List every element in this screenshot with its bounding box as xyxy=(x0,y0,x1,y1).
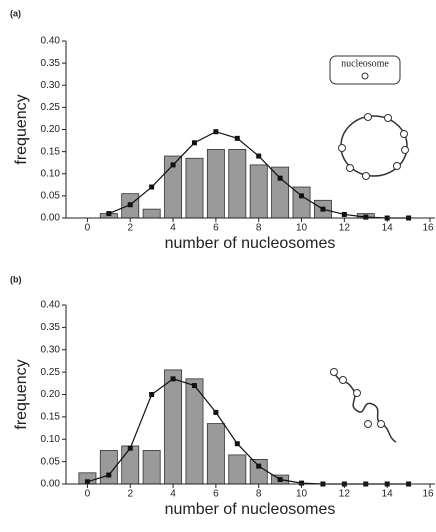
x-tick-label: 4 xyxy=(170,223,176,234)
line-marker xyxy=(341,211,347,217)
line-marker xyxy=(127,445,133,451)
x-tick-label: 2 xyxy=(127,489,133,500)
y-tick-label: 0.15 xyxy=(41,146,61,157)
line-marker xyxy=(277,477,283,483)
y-tick-label: 0.20 xyxy=(41,389,61,400)
bar xyxy=(185,157,204,219)
line-marker xyxy=(213,129,219,135)
y-tick-label: 0.20 xyxy=(41,124,61,135)
y-tick-label: 0.10 xyxy=(41,168,61,179)
bar xyxy=(185,378,204,485)
y-axis-title: frequency xyxy=(13,94,30,164)
bar xyxy=(206,149,225,219)
x-tick-label: 16 xyxy=(422,223,434,234)
y-tick-label: 0.05 xyxy=(41,456,61,467)
x-tick-label: 14 xyxy=(382,489,394,500)
x-tick-label: 12 xyxy=(339,223,351,234)
bar xyxy=(271,166,290,219)
y-tick-label: 0.30 xyxy=(41,80,61,91)
y-tick-label: 0.15 xyxy=(41,412,61,423)
y-tick-label: 0.00 xyxy=(41,213,61,224)
bar xyxy=(249,164,268,219)
line-marker xyxy=(363,214,369,220)
x-tick-label: 14 xyxy=(382,223,394,234)
y-tick-label: 0.35 xyxy=(41,322,61,333)
line-marker xyxy=(170,162,176,168)
bar xyxy=(142,450,161,485)
x-tick-label: 6 xyxy=(213,489,219,500)
bar xyxy=(206,423,225,485)
y-tick-label: 0.40 xyxy=(41,36,61,47)
chain-beads xyxy=(330,368,385,428)
line-marker xyxy=(106,211,112,217)
line-marker xyxy=(106,472,112,478)
x-axis-title: number of nucleosomes xyxy=(165,501,336,518)
panel-label: (b) xyxy=(10,274,22,284)
x-tick-label: 4 xyxy=(170,489,176,500)
y-tick-label: 0.25 xyxy=(41,102,61,113)
y-axis-title: frequency xyxy=(13,359,30,429)
inset-icon xyxy=(361,72,369,80)
bar xyxy=(121,445,140,485)
y-tick-label: 0.00 xyxy=(41,479,61,490)
inset-box xyxy=(329,55,401,85)
x-tick-label: 8 xyxy=(256,223,262,234)
line-marker xyxy=(256,153,262,159)
line-marker xyxy=(127,202,133,208)
line-marker xyxy=(234,135,240,141)
line-marker xyxy=(320,206,326,212)
y-tick-label: 0.10 xyxy=(41,434,61,445)
line-marker xyxy=(213,409,219,415)
line-marker xyxy=(191,383,197,389)
inset-label: nucleosome xyxy=(341,58,389,69)
line-marker xyxy=(234,441,240,447)
bar xyxy=(142,208,161,219)
x-axis-title: number of nucleosomes xyxy=(165,235,336,252)
line-marker xyxy=(149,184,155,190)
x-tick-label: 0 xyxy=(85,489,91,500)
line-marker xyxy=(299,480,305,486)
line-marker xyxy=(191,140,197,146)
line-marker xyxy=(256,463,262,469)
y-tick-label: 0.35 xyxy=(41,58,61,69)
y-tick-label: 0.25 xyxy=(41,367,61,378)
y-tick-label: 0.30 xyxy=(41,344,61,355)
y-tick-label: 0.40 xyxy=(41,300,61,311)
x-tick-label: 8 xyxy=(256,489,262,500)
x-tick-label: 10 xyxy=(296,489,308,500)
line-marker xyxy=(299,193,305,199)
line-marker xyxy=(170,376,176,382)
bar xyxy=(249,458,268,485)
bar xyxy=(228,454,247,485)
ring-diagram xyxy=(338,113,409,180)
line-marker xyxy=(84,479,90,485)
x-tick-label: 0 xyxy=(85,223,91,234)
x-tick-label: 2 xyxy=(127,223,133,234)
line-marker xyxy=(149,392,155,397)
y-tick-label: 0.05 xyxy=(41,191,61,202)
bar xyxy=(228,149,247,219)
panel-label: (a) xyxy=(10,8,21,18)
line-marker xyxy=(277,175,283,181)
bar xyxy=(164,369,183,485)
panel-b: (b) frequency number of nucleosomes 0.00 0.0… xyxy=(10,274,435,518)
panel-a: nucleosome (a) frequency number of nucleos… xyxy=(10,8,435,252)
x-tick-label: 10 xyxy=(296,223,308,234)
x-tick-label: 6 xyxy=(213,223,219,234)
x-tick-label: 12 xyxy=(339,489,351,500)
x-tick-label: 16 xyxy=(422,489,434,500)
